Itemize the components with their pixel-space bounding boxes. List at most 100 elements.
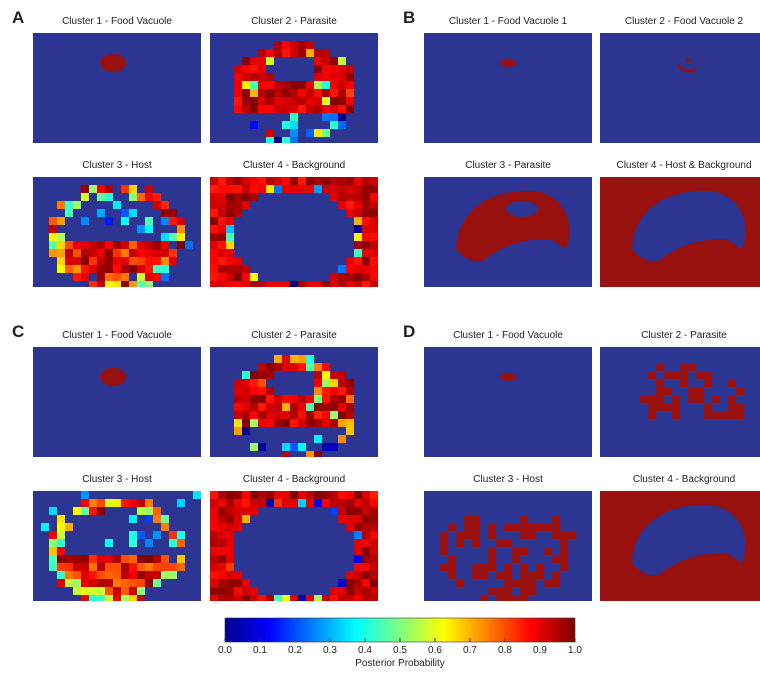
- colorbar-tick-label: 0.9: [533, 645, 547, 656]
- pixel: [496, 539, 504, 547]
- pixel: [65, 201, 73, 209]
- pixel: [330, 97, 338, 105]
- pixel: [81, 587, 89, 595]
- pixel: [298, 105, 306, 113]
- pixel: [314, 491, 322, 499]
- pixel: [57, 523, 65, 531]
- pixel: [234, 185, 242, 193]
- pixel: [234, 411, 242, 419]
- pixel: [346, 403, 354, 411]
- pixel: [226, 209, 234, 217]
- pixel: [314, 281, 322, 289]
- pixel: [73, 265, 81, 273]
- pixel: [696, 387, 704, 395]
- pixel: [488, 523, 496, 531]
- pixel: [346, 395, 354, 403]
- pixel: [137, 257, 145, 265]
- pixel: [456, 579, 464, 587]
- pixel: [354, 499, 362, 507]
- pixel: [362, 177, 370, 185]
- pixel: [57, 265, 65, 273]
- pixel: [338, 491, 346, 499]
- pixel: [234, 193, 242, 201]
- pixel: [234, 265, 242, 273]
- pixel: [242, 57, 250, 65]
- pixel: [57, 233, 65, 241]
- pixel: [370, 241, 378, 249]
- pixel: [322, 491, 330, 499]
- pixel: [210, 257, 218, 265]
- pixel: [258, 491, 266, 499]
- colorbar-label: Posterior Probability: [355, 658, 444, 669]
- pixel: [306, 403, 314, 411]
- pixel: [704, 411, 712, 419]
- pixel: [338, 81, 346, 89]
- pixel: [226, 491, 234, 499]
- pixel: [290, 363, 298, 371]
- pixel: [354, 257, 362, 265]
- pixel: [161, 523, 169, 531]
- pixel: [161, 555, 169, 563]
- cluster-map: [33, 491, 201, 603]
- pixel: [298, 89, 306, 97]
- pixel: [218, 185, 226, 193]
- pixel: [218, 273, 226, 281]
- pixel: [129, 563, 137, 571]
- pixel: [560, 563, 568, 571]
- pixel: [153, 571, 161, 579]
- pixel: [362, 257, 370, 265]
- pixel: [258, 105, 266, 113]
- pixel: [656, 395, 664, 403]
- pixel: [169, 531, 177, 539]
- pixel: [322, 97, 330, 105]
- pixel: [218, 579, 226, 587]
- colorbar-tick-label: 0.3: [323, 645, 337, 656]
- pixel: [520, 547, 528, 555]
- pixel: [736, 411, 744, 419]
- pixel: [121, 595, 129, 603]
- pixel: [266, 49, 274, 57]
- pixel: [57, 547, 65, 555]
- pixel: [226, 249, 234, 257]
- pixel: [362, 249, 370, 257]
- pixel: [218, 547, 226, 555]
- pixel: [282, 41, 290, 49]
- pixel: [210, 273, 218, 281]
- pixel: [346, 81, 354, 89]
- pixel: [218, 507, 226, 515]
- pixel: [258, 49, 266, 57]
- pixel: [354, 273, 362, 281]
- pixel: [290, 595, 298, 603]
- pixel: [226, 177, 234, 185]
- pixel: [282, 97, 290, 105]
- pixel: [266, 97, 274, 105]
- pixel: [290, 403, 298, 411]
- pixel: [528, 531, 536, 539]
- pixel: [218, 563, 226, 571]
- pixel: [346, 201, 354, 209]
- pixel: [274, 363, 282, 371]
- pixel: [113, 257, 121, 265]
- pixel: [121, 249, 129, 257]
- cluster-title: Cluster 4 - Background: [633, 474, 735, 485]
- pixel: [362, 507, 370, 515]
- pixel: [250, 507, 258, 515]
- pixel: [113, 499, 121, 507]
- pixel: [266, 499, 274, 507]
- pixel: [226, 233, 234, 241]
- pixel: [338, 201, 346, 209]
- pixel: [330, 105, 338, 113]
- pixel: [210, 579, 218, 587]
- pixel: [440, 531, 448, 539]
- pixel: [226, 265, 234, 273]
- pixel: [298, 499, 306, 507]
- pixel: [153, 257, 161, 265]
- pixel: [370, 555, 378, 563]
- pixel: [234, 571, 242, 579]
- pixel: [81, 217, 89, 225]
- pixel: [137, 587, 145, 595]
- pixel: [346, 507, 354, 515]
- pixel: [354, 177, 362, 185]
- pixel: [314, 57, 322, 65]
- pixel: [105, 595, 113, 603]
